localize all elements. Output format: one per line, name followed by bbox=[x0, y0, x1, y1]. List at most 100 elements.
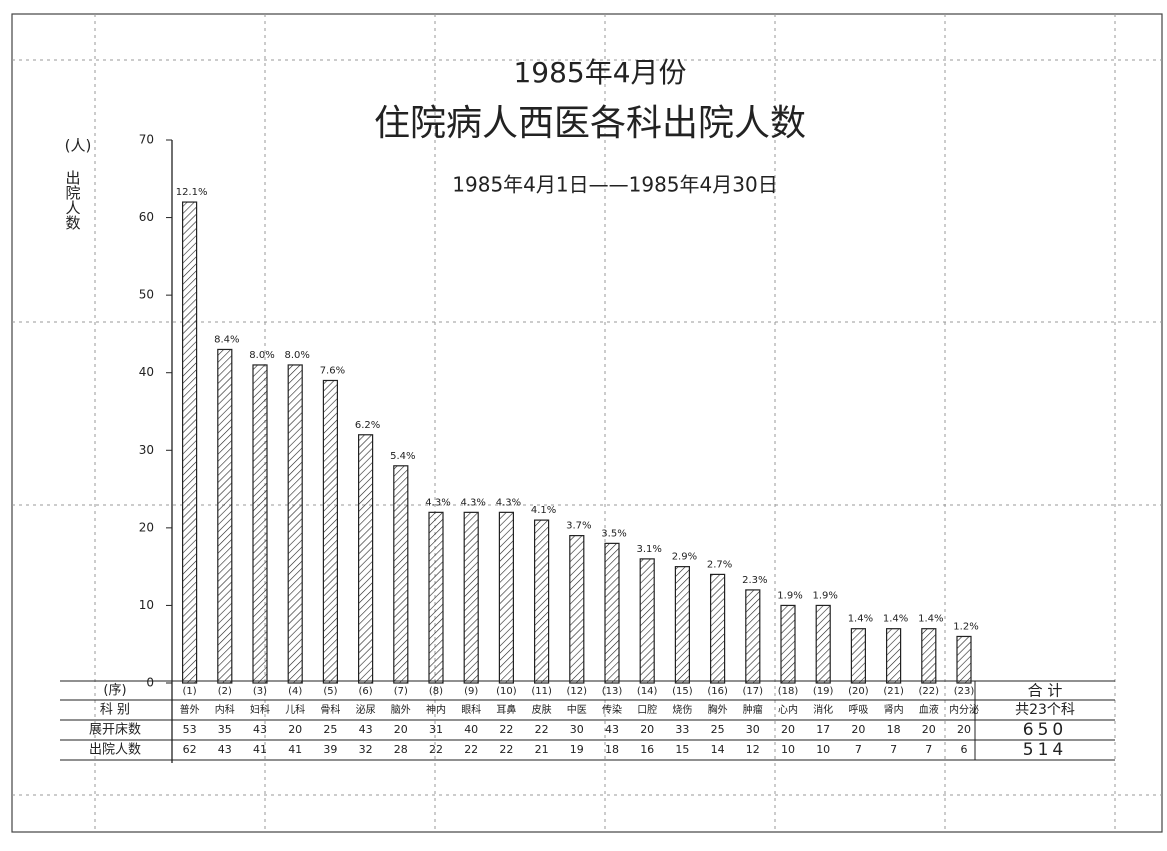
department: 血液 bbox=[919, 703, 939, 716]
beds-total: 650 bbox=[1023, 720, 1067, 740]
beds-cell: 20 bbox=[781, 723, 795, 736]
bar bbox=[604, 542, 620, 684]
discharged-cell: 7 bbox=[855, 743, 862, 756]
discharged-cell: 15 bbox=[675, 743, 689, 756]
discharged-cell: 10 bbox=[816, 743, 830, 756]
value-label: 1.2% bbox=[953, 621, 978, 632]
x-tick-label: (7) bbox=[394, 686, 408, 697]
x-tick-label: (1) bbox=[183, 686, 197, 697]
x-tick-label: (18) bbox=[778, 686, 799, 697]
beds-cell: 35 bbox=[218, 723, 232, 736]
value-label: 4.3% bbox=[460, 497, 485, 508]
y-axis-label: 出院人数 bbox=[64, 170, 82, 230]
beds-cell: 53 bbox=[183, 723, 197, 736]
discharged-cell: 7 bbox=[925, 743, 932, 756]
discharged-total: 514 bbox=[1023, 740, 1067, 760]
date-range: 1985年4月1日——1985年4月30日 bbox=[452, 173, 777, 197]
beds-cell: 43 bbox=[253, 723, 267, 736]
y-tick-label: 0 bbox=[146, 676, 154, 690]
value-label: 7.6% bbox=[320, 365, 345, 376]
x-tick-label: (21) bbox=[883, 686, 904, 697]
bar bbox=[956, 635, 972, 684]
discharged-cell: 16 bbox=[640, 743, 654, 756]
y-tick-label: 70 bbox=[139, 133, 154, 147]
department: 心内 bbox=[778, 703, 798, 716]
department: 胸外 bbox=[708, 703, 728, 716]
discharged-cell: 7 bbox=[890, 743, 897, 756]
x-tick-label: (11) bbox=[531, 686, 552, 697]
bar bbox=[850, 628, 867, 684]
value-label: 6.2% bbox=[355, 420, 380, 431]
beds-cell: 20 bbox=[957, 723, 971, 736]
x-tick-label: (6) bbox=[359, 686, 373, 697]
discharged-cell: 18 bbox=[605, 743, 619, 756]
department: 口腔 bbox=[637, 703, 657, 716]
discharged-cell: 19 bbox=[570, 743, 584, 756]
value-label: 5.4% bbox=[390, 451, 415, 462]
bar bbox=[287, 364, 303, 684]
bar bbox=[217, 348, 233, 684]
beds-cell: 20 bbox=[640, 723, 654, 736]
x-tick-label: (15) bbox=[672, 686, 693, 697]
chart-title: 1985年4月份 bbox=[513, 56, 686, 89]
beds-cell: 43 bbox=[605, 723, 619, 736]
bar bbox=[358, 434, 374, 684]
y-tick-label: 40 bbox=[139, 365, 154, 379]
discharged-cell: 41 bbox=[253, 743, 267, 756]
value-label: 1.9% bbox=[812, 590, 837, 601]
row-label: 出院人数 bbox=[89, 743, 141, 758]
bar bbox=[569, 535, 585, 684]
discharged-cell: 22 bbox=[464, 743, 478, 756]
department: 妇科 bbox=[250, 703, 270, 716]
x-tick-label: (20) bbox=[848, 686, 869, 697]
bar bbox=[674, 566, 691, 684]
row-label: 展开床数 bbox=[89, 723, 141, 738]
department: 普外 bbox=[180, 703, 200, 716]
department: 神内 bbox=[426, 703, 446, 716]
department: 儿科 bbox=[285, 703, 305, 716]
row-label: (序) bbox=[103, 683, 126, 698]
x-tick-label: (3) bbox=[253, 686, 267, 697]
x-tick-label: (17) bbox=[743, 686, 764, 697]
x-tick-label: (14) bbox=[637, 686, 658, 697]
department: 呼吸 bbox=[848, 704, 868, 716]
value-label: 2.7% bbox=[707, 559, 732, 570]
department: 泌尿 bbox=[356, 703, 376, 716]
department: 烧伤 bbox=[672, 703, 692, 716]
y-tick-label: 60 bbox=[139, 210, 154, 224]
x-tick-label: (9) bbox=[464, 686, 478, 697]
beds-cell: 30 bbox=[570, 723, 584, 736]
beds-cell: 43 bbox=[359, 723, 373, 736]
chart-subtitle: 住院病人西医各科出院人数 bbox=[374, 103, 806, 144]
department: 消化 bbox=[813, 703, 833, 716]
value-label: 1.4% bbox=[918, 614, 943, 625]
value-label: 1.9% bbox=[777, 590, 802, 601]
y-tick-label: 10 bbox=[139, 598, 154, 612]
beds-cell: 17 bbox=[816, 723, 830, 736]
bar bbox=[533, 519, 550, 684]
y-tick-label: 50 bbox=[139, 288, 154, 302]
value-label: 8.0% bbox=[249, 350, 274, 361]
x-tick-label: (19) bbox=[813, 686, 834, 697]
department: 皮肤 bbox=[532, 703, 552, 716]
beds-cell: 18 bbox=[887, 723, 901, 736]
value-label: 2.9% bbox=[672, 552, 697, 563]
discharged-cell: 10 bbox=[781, 743, 795, 756]
x-tick-label: (23) bbox=[954, 686, 975, 697]
bar bbox=[780, 604, 796, 684]
bar bbox=[639, 558, 655, 684]
frame bbox=[11, 13, 1163, 833]
bar bbox=[428, 511, 444, 684]
discharged-cell: 6 bbox=[961, 743, 968, 756]
total-label: 共23个科 bbox=[1015, 702, 1075, 718]
beds-cell: 40 bbox=[464, 723, 478, 736]
discharged-cell: 41 bbox=[288, 743, 302, 756]
department: 眼科 bbox=[461, 703, 481, 716]
discharged-cell: 62 bbox=[183, 743, 197, 756]
bar bbox=[182, 201, 198, 684]
bar bbox=[498, 511, 514, 684]
department: 中医 bbox=[567, 703, 587, 716]
department: 内科 bbox=[215, 703, 235, 716]
y-tick-label: 20 bbox=[139, 520, 154, 534]
